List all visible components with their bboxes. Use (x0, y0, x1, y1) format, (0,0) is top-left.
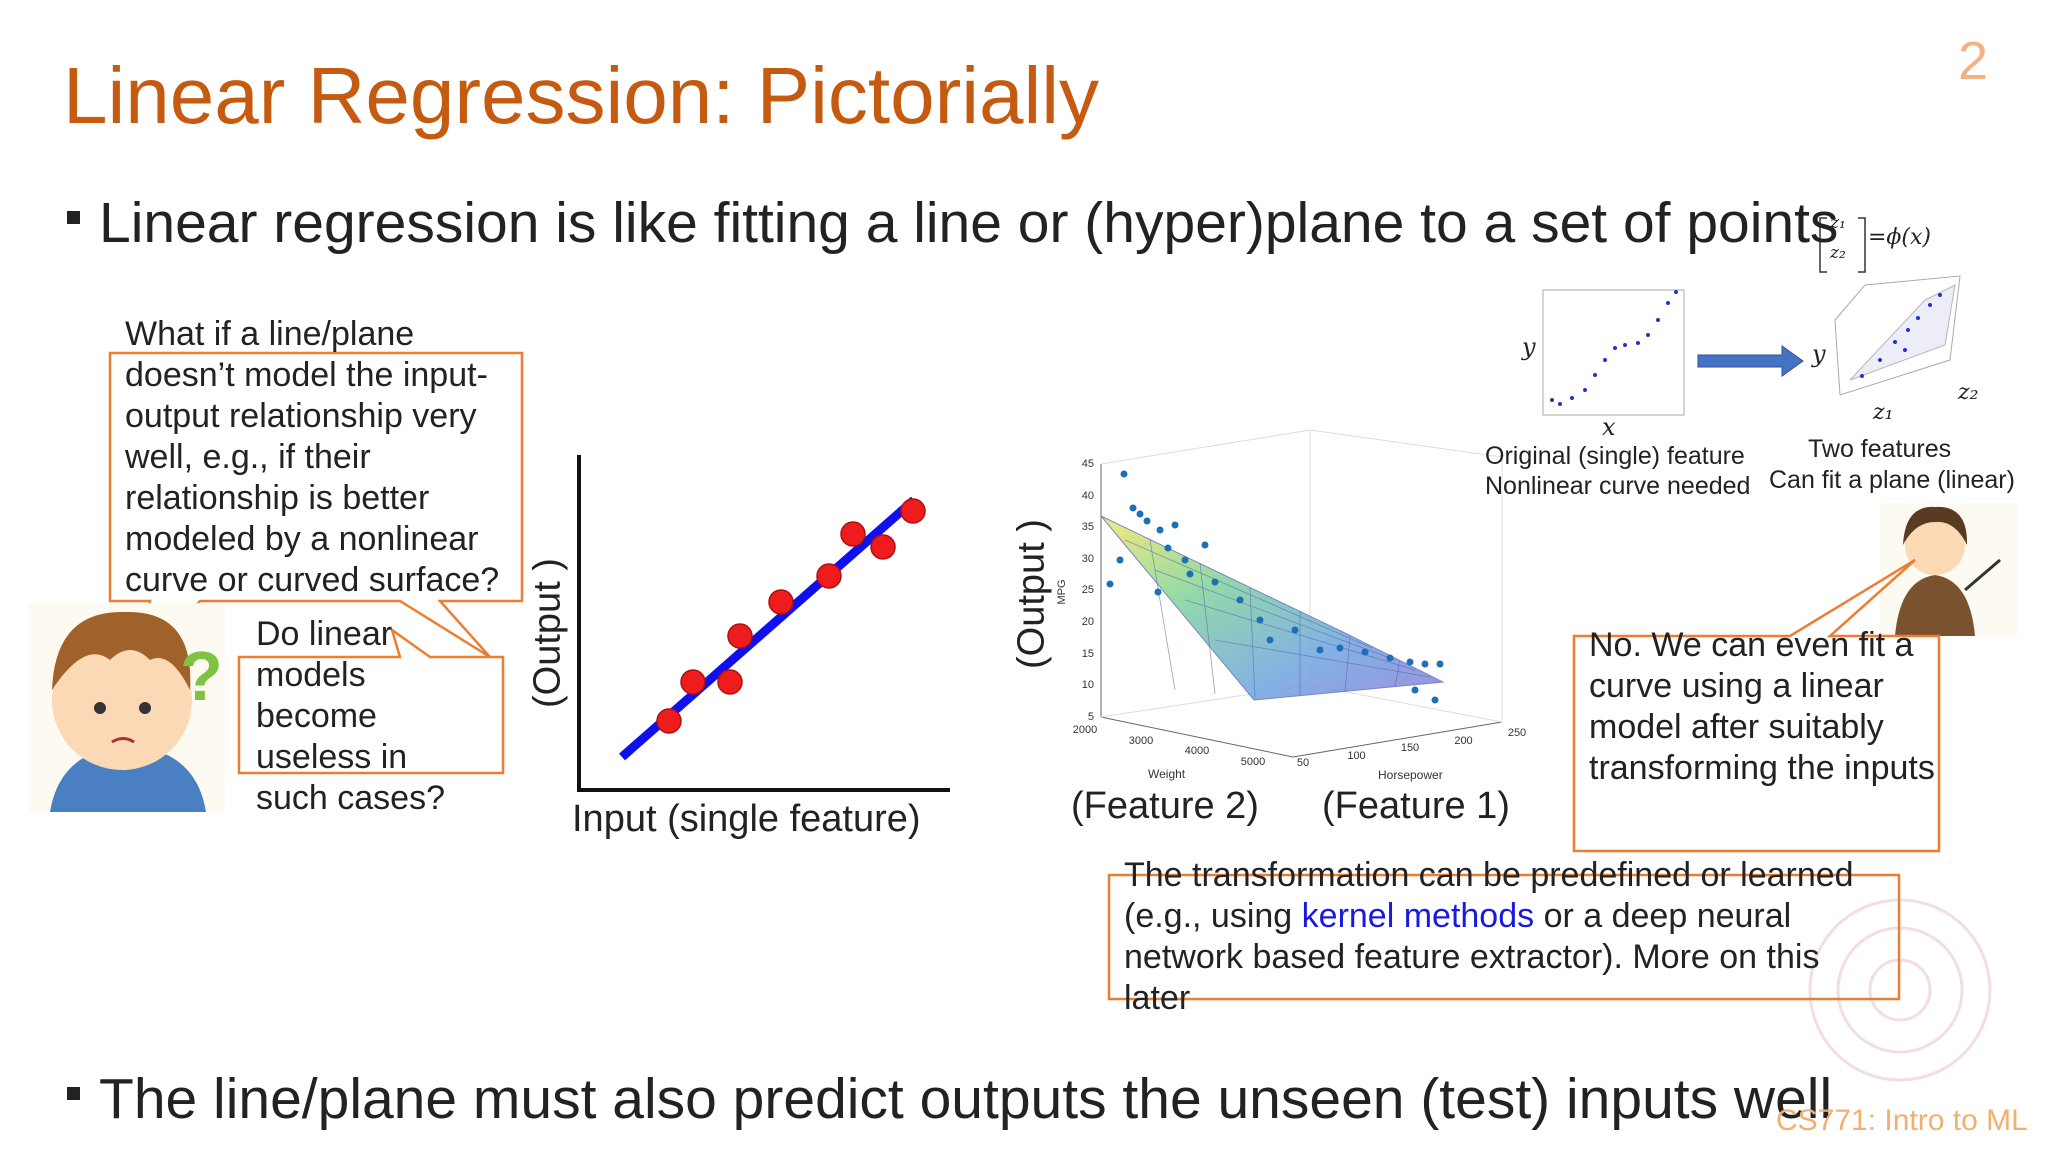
axis-label: z₁ (1873, 400, 1894, 425)
axis-label: (Output ) (1010, 519, 1053, 669)
footer: CS771: Intro to ML (1776, 1104, 2028, 1137)
axis-label: Weight (1148, 767, 1186, 781)
caption: Original (single) feature (1485, 442, 1745, 470)
tick-label: 5000 (1240, 755, 1266, 768)
feature-map (1542, 217, 1961, 416)
axis-label: MPG (1056, 579, 1068, 605)
tick-label: 50 (1296, 757, 1310, 769)
caption: Nonlinear curve needed (1485, 472, 1751, 500)
callout-text: No. We can even fit a curve using a line… (1589, 626, 1935, 787)
axis-label: z₂ (1958, 380, 1979, 405)
svg-text:?: ? (180, 637, 223, 715)
formula-part: z₂ (1830, 243, 1846, 263)
figure-3d (1100, 429, 1503, 758)
tick-label: 150 (1400, 742, 1420, 754)
tick-label: 5 (1087, 710, 1094, 723)
callout-text: Do linear models become useless in such … (256, 615, 445, 817)
bullet-text: The line/plane must also predict outputs… (99, 1067, 1833, 1131)
axis-label: x (1602, 413, 1616, 441)
bullet-marker (67, 1087, 80, 1100)
axis-label: Horsepower (1378, 768, 1443, 782)
student-illustration: ? (29, 603, 225, 812)
tick-label: 40 (1081, 489, 1094, 502)
axis-label: Input (single feature) (572, 798, 921, 840)
tick-label: 20 (1081, 616, 1094, 628)
slide-title: Linear Regression: Pictorially (63, 51, 1100, 140)
tick-label: 45 (1081, 458, 1094, 470)
tick-label: 100 (1347, 749, 1366, 762)
note-text: The transformation can be predefined or … (1124, 856, 1854, 935)
tick-label: 200 (1454, 734, 1473, 747)
callout-box (108, 351, 524, 681)
tick-label: 35 (1081, 521, 1094, 534)
bullet-text: Linear regression is like fitting a line… (99, 191, 1839, 255)
tick-label: 2000 (1072, 724, 1098, 736)
tick-label: 3000 (1128, 734, 1154, 747)
tick-label: 15 (1081, 647, 1094, 660)
callout-box (1572, 558, 1941, 853)
caption: Can fit a plane (linear) (1769, 466, 2015, 494)
figure-1d (577, 455, 950, 792)
callout-box (1107, 873, 1901, 1001)
axis-label: y (1812, 340, 1826, 368)
tick-label: 25 (1081, 584, 1094, 597)
page-number: 2 (1958, 31, 1989, 91)
tick-label: 10 (1081, 679, 1094, 692)
caption: Two features (1808, 435, 1952, 463)
note-link: kernel methods (1301, 897, 1535, 935)
axis-label: (Output ) (526, 558, 569, 708)
axis-label: (Feature 1) (1322, 785, 1510, 827)
formula-part: =ϕ(x) (1868, 225, 1932, 250)
callout-text: The transformation can be predefined or … (1124, 855, 1894, 1019)
formula-part: z₁ (1830, 213, 1846, 233)
callout-text: What if a line/plane doesn’t model the i… (125, 315, 500, 599)
callout-box (237, 626, 505, 775)
tick-label: 250 (1507, 727, 1527, 739)
bullet-marker (67, 211, 80, 224)
axis-label: (Feature 2) (1071, 785, 1259, 827)
tick-label: 30 (1081, 552, 1094, 565)
axis-label: y (1522, 333, 1536, 361)
tick-label: 4000 (1184, 745, 1210, 757)
note-text: or a deep neural network based feature e… (1124, 897, 1820, 1017)
